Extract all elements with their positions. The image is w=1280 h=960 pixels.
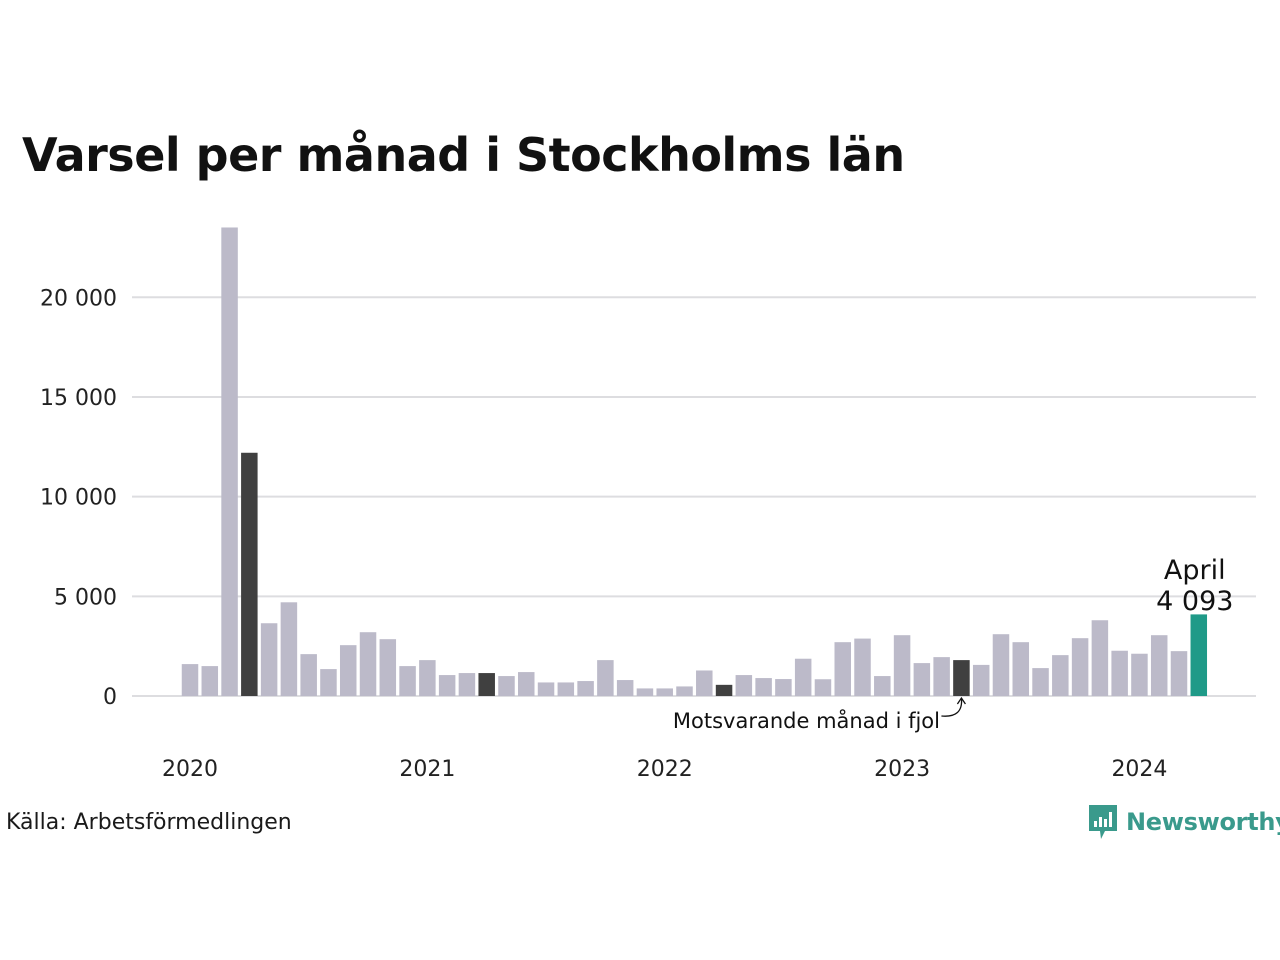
annotation-arrow (941, 697, 963, 717)
bar-2021-09 (577, 681, 594, 696)
bar-2022-07 (775, 679, 792, 696)
bar-2023-04 (953, 660, 970, 696)
x-tick-label: 2021 (399, 757, 455, 782)
bar-2023-05 (972, 664, 990, 696)
bar-2020-11 (379, 639, 397, 696)
bar-2022-12 (874, 676, 891, 696)
bar-2023-01 (893, 635, 911, 696)
y-tick-label: 15 000 (40, 386, 117, 411)
bar-2022-06 (755, 678, 772, 696)
bar-2024-01 (1131, 653, 1148, 696)
bar-2022-09 (814, 679, 832, 696)
bar-2020-04 (241, 452, 258, 696)
bar-2023-02 (913, 663, 931, 696)
gridlines (132, 296, 1256, 697)
source-note: Källa: Arbetsförmedlingen (6, 810, 292, 835)
bar-2021-02 (438, 675, 456, 696)
bar-2024-04 (1190, 614, 1208, 696)
bar-2020-12 (399, 666, 416, 696)
bar-2020-03 (221, 227, 238, 697)
bar-2022-03 (696, 670, 713, 696)
bar-2021-12 (636, 688, 654, 696)
y-tick-label: 20 000 (40, 286, 117, 311)
bar-2023-11 (1091, 620, 1109, 696)
bar-2022-11 (854, 638, 871, 696)
y-tick-label: 0 (103, 685, 117, 710)
x-tick-label: 2024 (1111, 757, 1167, 782)
y-tick-label: 10 000 (40, 486, 117, 511)
newsworthy-logo-icon (1089, 805, 1117, 839)
bar-2021-08 (557, 682, 575, 696)
bar-2020-06 (280, 602, 298, 696)
bar-2020-07 (300, 654, 317, 696)
bar-2023-03 (933, 657, 950, 696)
bar-2023-06 (992, 634, 1010, 696)
bar-2021-07 (537, 682, 555, 696)
bar-2020-01 (181, 664, 199, 696)
bar-2021-06 (518, 672, 535, 696)
brand-logo: Newsworthy (1088, 804, 1280, 840)
bar-2020-02 (201, 666, 219, 696)
bar-2024-02 (1150, 635, 1168, 696)
bar-2022-04 (715, 684, 733, 696)
bar-2023-10 (1071, 638, 1089, 696)
bar-2021-11 (616, 680, 634, 696)
bar-2020-05 (260, 623, 278, 696)
callout-month: April (1164, 555, 1226, 586)
x-tick-label: 2020 (162, 757, 218, 782)
bar-2023-07 (1012, 642, 1030, 696)
bar-2022-08 (794, 658, 812, 696)
bar-2022-02 (676, 686, 693, 696)
bars (181, 227, 1208, 697)
bar-2020-10 (359, 632, 377, 696)
bar-2021-03 (458, 673, 476, 696)
previous-year-annotation: Motsvarande månad i fjol (673, 708, 940, 733)
y-axis-ticks: 0 5 000 10 000 15 000 20 000 (40, 286, 117, 710)
bar-2023-12 (1111, 650, 1128, 696)
bar-2022-05 (735, 675, 753, 696)
callout-value: 4 093 (1156, 586, 1233, 617)
bar-2021-05 (498, 676, 515, 696)
annotation-arrowhead (956, 696, 966, 705)
bar-2021-10 (597, 660, 614, 696)
x-tick-label: 2023 (874, 757, 930, 782)
bar-2020-08 (320, 669, 337, 696)
bar-2021-04 (478, 673, 495, 696)
x-tick-label: 2022 (637, 757, 693, 782)
y-tick-label: 5 000 (54, 585, 117, 610)
chart-title: Varsel per månad i Stockholms län (22, 128, 905, 182)
bar-2023-08 (1032, 668, 1049, 696)
x-axis-ticks: 2020 2021 2022 2023 2024 (162, 757, 1167, 782)
bar-2023-09 (1052, 655, 1069, 696)
bar-2024-03 (1170, 651, 1188, 696)
bar-2022-01 (656, 688, 673, 696)
brand-name: Newsworthy (1126, 808, 1280, 836)
bar-2022-10 (834, 642, 851, 696)
bar-2020-09 (339, 645, 357, 696)
bar-2021-01 (419, 660, 436, 696)
